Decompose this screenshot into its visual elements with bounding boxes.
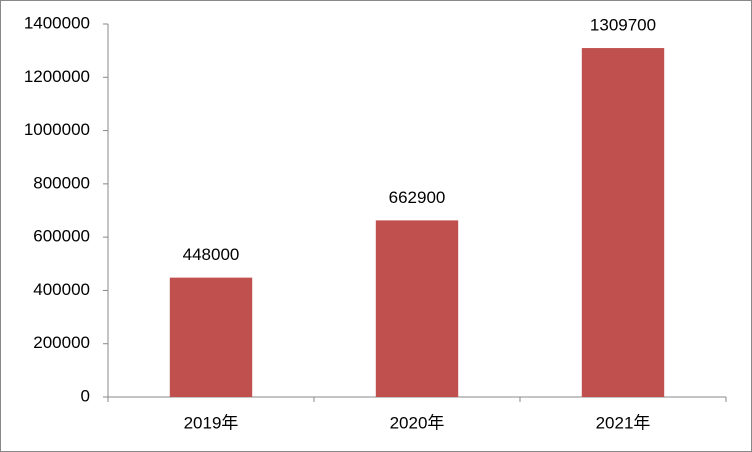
y-tick-label: 200000 [33,333,90,352]
bar [375,220,459,397]
x-tick-label: 2019年 [184,413,239,432]
y-tick-label: 400000 [33,280,90,299]
y-tick-label: 1200000 [24,67,90,86]
x-tick-label: 2020年 [390,413,445,432]
data-label: 662900 [389,188,446,207]
data-label: 1309700 [590,16,656,35]
y-tick-label: 600000 [33,227,90,246]
y-tick-label: 1400000 [24,13,90,32]
y-tick-label: 800000 [33,173,90,192]
y-tick-label: 1000000 [24,120,90,139]
x-tick-label: 2021年 [596,413,651,432]
bar [581,48,665,397]
bar [169,277,253,397]
y-tick-label: 0 [81,386,90,405]
data-label: 448000 [183,245,240,264]
